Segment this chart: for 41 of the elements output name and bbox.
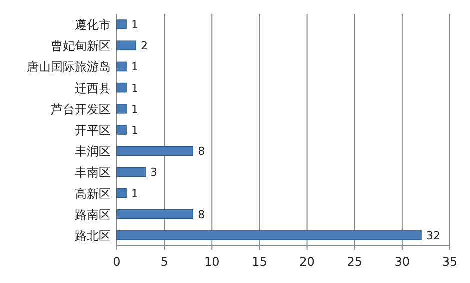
- x-tick-label: 5: [160, 255, 168, 269]
- y-tick-label: 迁西县: [75, 81, 111, 96]
- data-label: 1: [132, 82, 139, 95]
- y-tick-label: 路南区: [75, 208, 111, 222]
- data-label: 1: [132, 187, 139, 200]
- data-label: 32: [426, 229, 440, 242]
- x-tick-label: 0: [113, 255, 121, 269]
- data-label: 1: [132, 60, 139, 74]
- y-tick-label: 开平区: [75, 124, 111, 138]
- bar: [116, 209, 194, 220]
- y-tick-label: 丰润区: [75, 144, 111, 159]
- bar: [116, 146, 194, 156]
- x-tick-label: 30: [394, 255, 410, 269]
- y-tick-label: 丰南区: [75, 166, 111, 180]
- x-tick-label: 35: [442, 255, 458, 269]
- y-tick-label: 唐山国际旅游岛: [27, 60, 111, 74]
- bar: [116, 188, 127, 198]
- data-label: 8: [198, 208, 206, 222]
- bar: [116, 82, 127, 93]
- x-tick-label: 10: [204, 255, 220, 269]
- x-tick-label: 25: [347, 255, 362, 269]
- bar: [116, 62, 127, 72]
- bar: [116, 167, 146, 178]
- y-tick-label: 芦台开发区: [51, 102, 111, 116]
- data-label: 1: [132, 124, 139, 137]
- bar: [116, 230, 422, 240]
- data-label: 8: [198, 145, 206, 158]
- bar: [116, 20, 127, 30]
- data-label: 3: [150, 166, 158, 180]
- y-tick-label: 曹妃甸新区: [51, 39, 111, 54]
- data-label: 1: [132, 18, 139, 32]
- bar: [116, 125, 127, 135]
- y-tick-label: 遵化市: [75, 18, 111, 32]
- data-label: 2: [141, 40, 148, 53]
- x-tick-label: 15: [252, 255, 268, 269]
- data-label: 1: [132, 102, 139, 116]
- bar: [116, 40, 136, 51]
- y-tick-label: 高新区: [75, 186, 111, 201]
- y-tick-label: 路北区: [75, 228, 111, 243]
- x-tick-label: 20: [300, 255, 315, 269]
- bar: [116, 104, 127, 114]
